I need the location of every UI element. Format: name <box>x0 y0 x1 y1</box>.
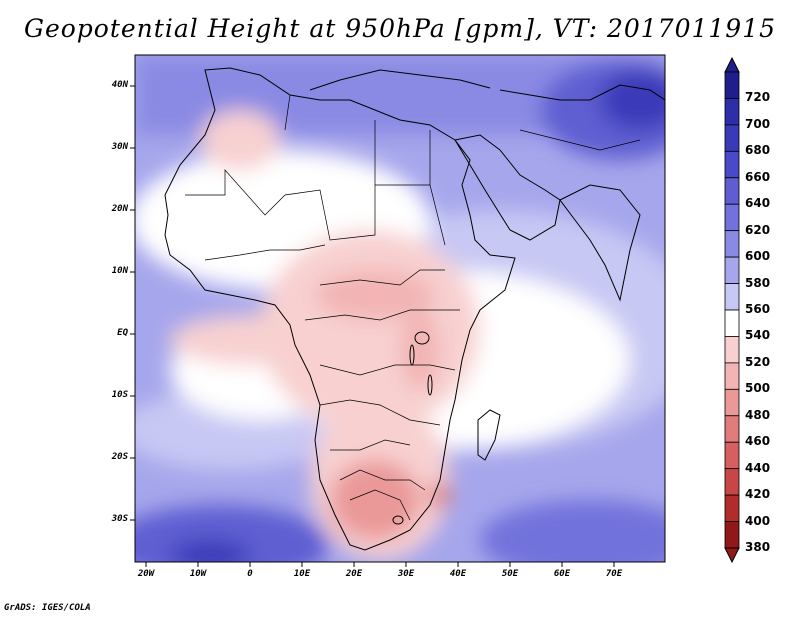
colorbar-swatch <box>724 98 740 126</box>
lat-label-30s: 30S <box>111 514 128 524</box>
colorbar-label: 540 <box>745 328 771 343</box>
lat-label-20s: 20S <box>111 452 128 462</box>
colorbar-label: 580 <box>745 275 771 290</box>
colorbar-label: 420 <box>745 487 771 502</box>
lon-label-70e: 70E <box>605 569 623 579</box>
colorbar-label: 700 <box>745 116 771 131</box>
lon-label-20w: 20W <box>137 569 155 579</box>
colorbar-label: 720 <box>745 90 771 105</box>
colorbar-swatch <box>724 521 740 549</box>
lon-label-60e: 60E <box>553 569 571 579</box>
colorbar-label: 620 <box>745 222 771 237</box>
colorbar-label: 680 <box>745 143 771 158</box>
colorbar-swatch <box>724 256 740 284</box>
lon-label-10w: 10W <box>189 569 207 579</box>
colorbar-label: 560 <box>745 302 771 316</box>
lon-label-30e: 30E <box>397 569 415 579</box>
colorbar-swatch <box>724 150 740 179</box>
colorbar-top-arrow <box>724 56 740 73</box>
lat-label-10n: 10N <box>111 266 128 276</box>
colorbar-swatch <box>724 468 740 496</box>
colorbar-swatch <box>724 177 740 205</box>
lon-label-0: 0 <box>247 569 253 579</box>
colorbar-bottom-arrow <box>724 547 740 564</box>
colorbar-swatch <box>724 388 740 417</box>
colorbar-swatch <box>724 203 740 232</box>
lon-label-10e: 10E <box>293 569 311 579</box>
axis-ticks <box>130 85 615 567</box>
colorbar-label: 380 <box>745 540 771 554</box>
colorbar-swatch <box>724 362 740 390</box>
colorbar-label: 640 <box>745 196 771 211</box>
colorbar-swatch <box>724 415 740 443</box>
height-field <box>135 55 665 562</box>
colorbar-swatch <box>724 124 740 152</box>
map-frame <box>134 54 666 563</box>
colorbar-swatch <box>724 441 740 470</box>
lat-label-30n: 30N <box>111 142 128 152</box>
colorbar-swatch <box>724 309 740 337</box>
lat-label-40n: 40N <box>111 80 128 90</box>
colorbar-label: 660 <box>745 169 771 184</box>
colorbar-label: 500 <box>745 381 771 396</box>
lon-label-20e: 20E <box>345 569 363 579</box>
colorbar <box>724 56 740 564</box>
lon-label-40e: 40E <box>449 569 467 579</box>
lat-label-10s: 10S <box>111 390 128 400</box>
colorbar-label: 460 <box>745 434 771 449</box>
colorbar-label: 400 <box>745 513 771 528</box>
lakes <box>392 331 433 525</box>
borders <box>185 94 641 521</box>
coastlines <box>164 67 665 551</box>
colorbar-label: 520 <box>745 354 771 369</box>
lon-label-50e: 50E <box>501 569 519 579</box>
colorbar-swatch <box>724 71 740 99</box>
credit-text: GrADS: IGES/COLA <box>4 603 91 613</box>
colorbar-label: 440 <box>745 460 771 475</box>
colorbar-label: 600 <box>745 249 771 264</box>
lat-label-20n: 20N <box>111 204 128 214</box>
chart-title: Geopotential Height at 950hPa [gpm], VT:… <box>23 14 777 43</box>
colorbar-swatch <box>724 230 740 258</box>
colorbar-swatch <box>724 494 740 522</box>
colorbar-label: 480 <box>745 407 771 422</box>
lat-label-eq: EQ <box>117 328 128 338</box>
colorbar-swatch <box>724 283 740 311</box>
colorbar-swatch <box>724 336 740 364</box>
